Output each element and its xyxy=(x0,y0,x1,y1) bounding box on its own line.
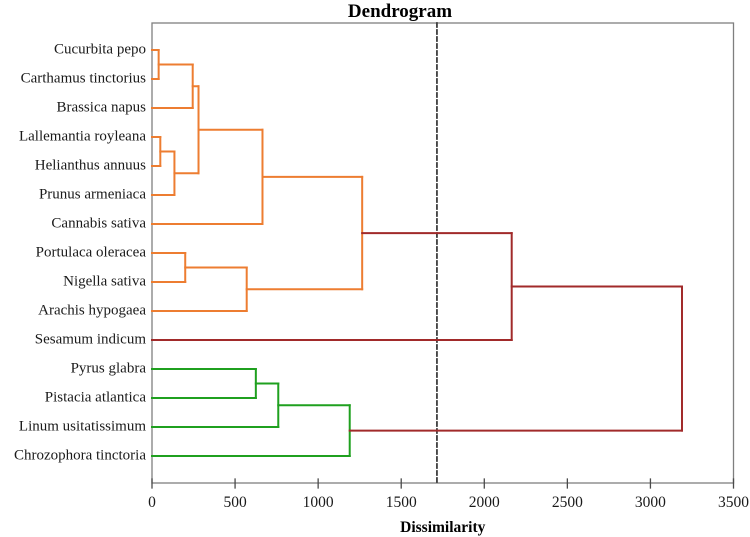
leaf-label: Brassica napus xyxy=(56,99,146,116)
chart-title: Dendrogram xyxy=(347,1,453,22)
x-tick-label: 3000 xyxy=(634,494,666,511)
x-tick-label: 1500 xyxy=(385,494,417,511)
x-tick-label: 2000 xyxy=(468,494,500,511)
leaf-label: Arachis hypogaea xyxy=(38,302,146,319)
leaf-label: Linum usitatissimum xyxy=(18,418,146,435)
leaf-label: Cucurbita pepo xyxy=(53,41,146,58)
x-tick-label: 3500 xyxy=(718,494,749,511)
x-tick-label: 0 xyxy=(148,494,156,511)
leaf-label: Pyrus glabra xyxy=(70,360,146,377)
x-tick-label: 500 xyxy=(223,494,247,511)
leaf-label: Nigella sativa xyxy=(63,273,146,290)
plot-border xyxy=(151,22,735,484)
leaf-label: Carthamus tinctorius xyxy=(20,70,146,87)
leaf-label: Portulaca oleracea xyxy=(35,244,146,261)
leaf-label: Helianthus annuus xyxy=(34,157,146,174)
leaf-label: Prunus armeniaca xyxy=(38,186,146,203)
leaf-label: Cannabis sativa xyxy=(51,215,146,232)
x-tick-label: 1000 xyxy=(302,494,334,511)
x-axis-title: Dissimilarity xyxy=(400,519,486,536)
leaf-label: Pistacia atlantica xyxy=(44,389,146,406)
leaf-label: Sesamum indicum xyxy=(34,331,146,348)
leaf-label: Chrozophora tinctoria xyxy=(13,447,146,464)
leaf-label: Lallemantia royleana xyxy=(18,128,146,145)
x-tick-label: 2500 xyxy=(551,494,583,511)
